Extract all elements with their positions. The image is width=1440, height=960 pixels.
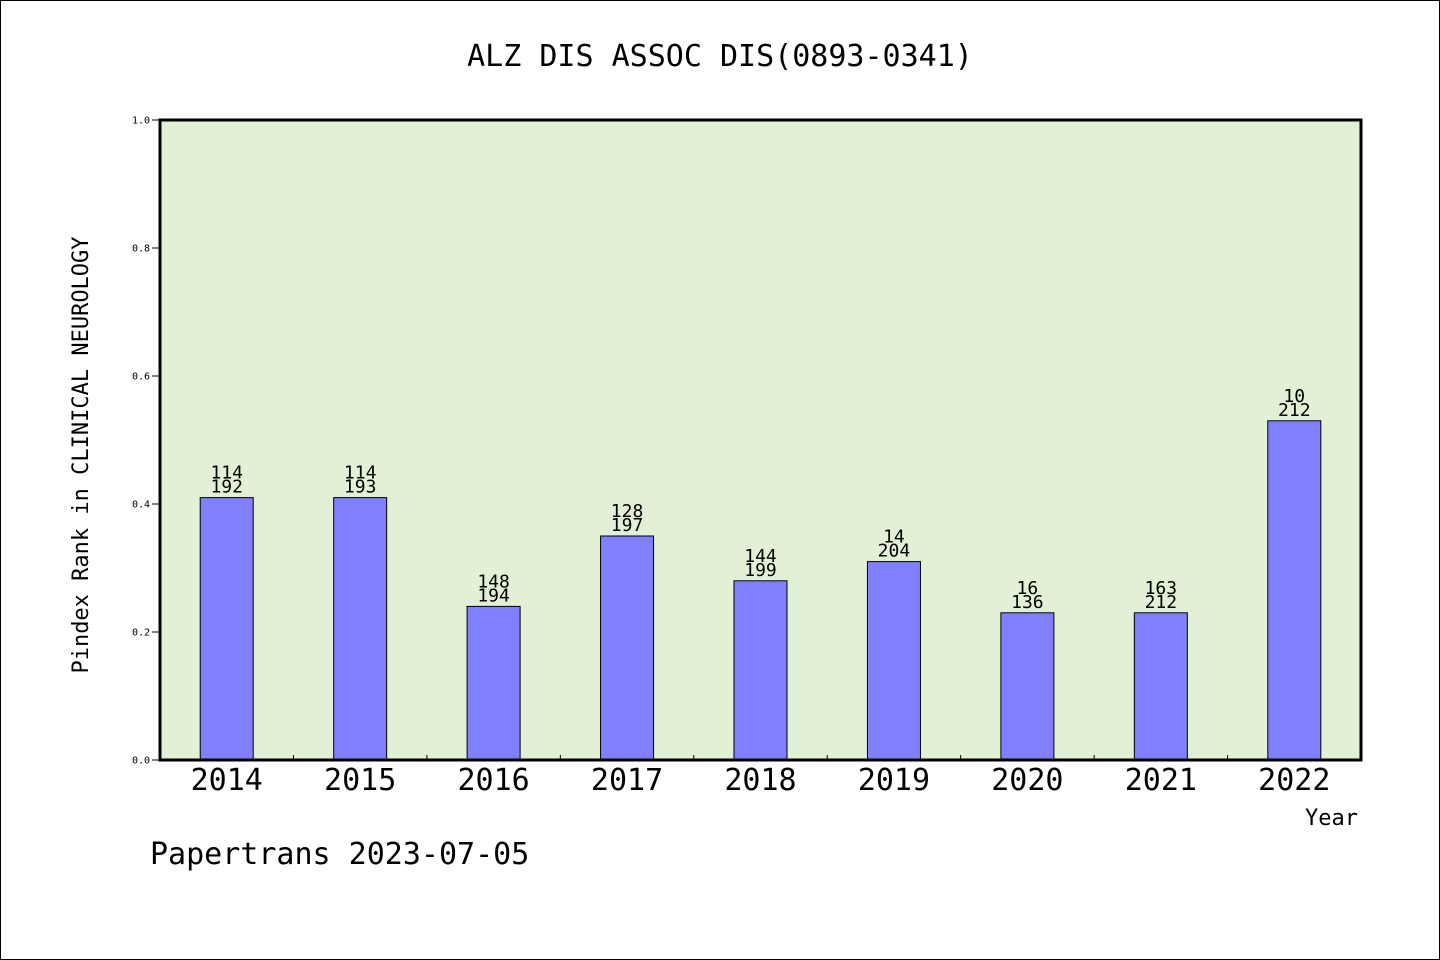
bar-rank-label: 14 [883,527,905,548]
bar-2016 [466,605,521,761]
bar-total-label: 136 [1011,592,1044,613]
bar-total-label: 212 [1145,592,1178,613]
bar-rank-label: 114 [210,463,243,484]
y-tick-label: 0.6 [132,372,150,383]
bar-2018 [733,580,788,761]
y-tick-label: 0.4 [132,500,150,511]
chart-title: ALZ DIS ASSOC DIS(0893-0341) [467,39,973,74]
bar-total-label: 192 [210,477,243,498]
x-tick-label: 2017 [591,763,663,798]
y-tick-label: 0.2 [132,628,150,639]
bar-total-label: 193 [344,477,377,498]
x-tick-label: 2015 [324,763,396,798]
bar-rank-label: 148 [477,571,510,592]
bar-total-label: 204 [878,541,911,562]
bar-rank-label: 144 [744,546,777,567]
y-tick-label: 0.0 [132,756,150,767]
bar-2014 [199,497,254,761]
x-tick-label: 2018 [724,763,796,798]
bar-rank-label: 10 [1283,386,1305,407]
bar-2015 [333,497,388,761]
y-tick-label: 1.0 [132,116,150,127]
x-axis-label: Year [1305,806,1358,831]
bar-2017 [600,535,655,761]
y-axis-label: Pindex Rank in CLINICAL NEUROLOGY [69,236,94,673]
y-tick-label: 0.8 [132,244,150,255]
bar-rank-label: 114 [344,463,377,484]
bar-2022 [1267,420,1322,761]
bar-2020 [1000,612,1055,761]
plot-border [158,118,1363,762]
x-tick-label: 2014 [191,763,263,798]
x-tick-label: 2016 [457,763,529,798]
bar-2019 [866,561,921,761]
bar-rank-label: 16 [1017,578,1039,599]
bar-total-label: 212 [1278,400,1311,421]
bar-total-label: 194 [477,585,510,606]
x-tick-label: 2020 [991,763,1063,798]
footer-text: Papertrans 2023-07-05 [150,837,529,872]
bar-rank-label: 128 [611,501,644,522]
bar-rank-label: 163 [1145,578,1178,599]
bar-total-label: 197 [611,515,644,536]
x-tick-label: 2019 [858,763,930,798]
x-tick-label: 2021 [1125,763,1197,798]
bar-2021 [1133,612,1188,761]
x-tick-label: 2022 [1258,763,1330,798]
bar-total-label: 199 [744,560,777,581]
